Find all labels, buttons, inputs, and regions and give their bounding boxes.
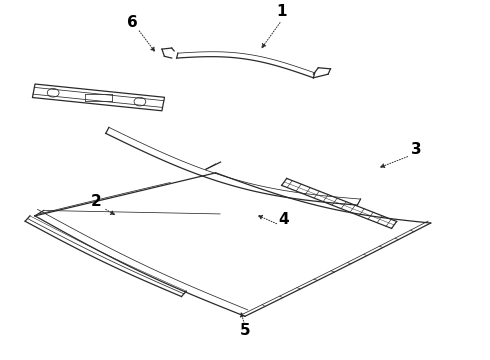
Text: 5: 5 xyxy=(240,323,250,338)
Text: 4: 4 xyxy=(279,212,290,227)
Text: 6: 6 xyxy=(127,15,138,30)
Text: 2: 2 xyxy=(91,194,101,209)
Text: 1: 1 xyxy=(276,4,287,19)
Text: 3: 3 xyxy=(411,142,421,157)
